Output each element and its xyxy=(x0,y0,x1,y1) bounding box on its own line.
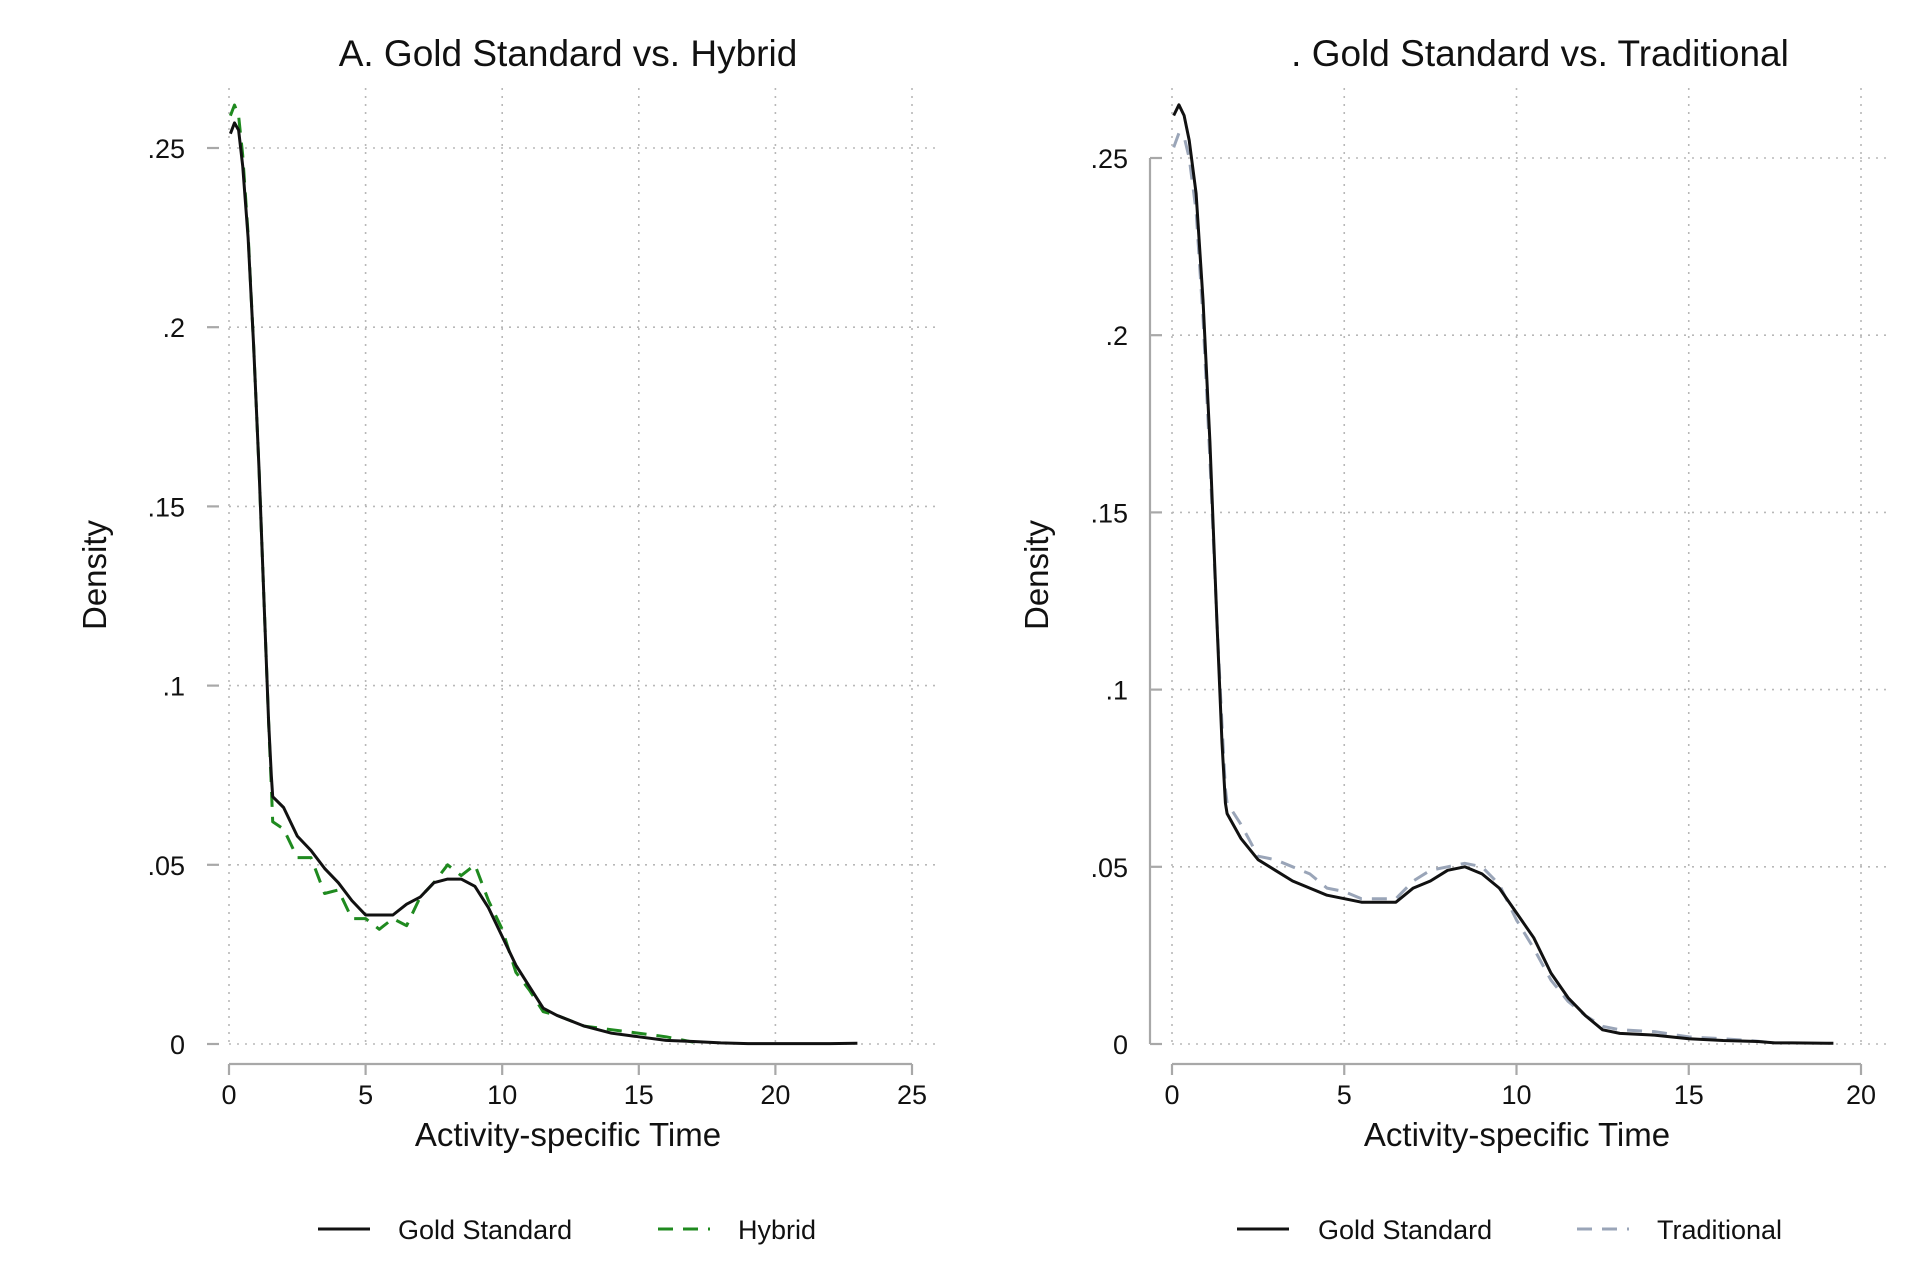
x-tick-label: 20 xyxy=(760,1080,790,1110)
chart-title: A. Gold Standard vs. Hybrid xyxy=(339,33,798,74)
y-tick-label: .25 xyxy=(1090,144,1128,174)
legend: Gold Standard Hybrid xyxy=(318,1215,816,1245)
x-axis-ticks: 0 5 10 15 20 xyxy=(1164,1064,1876,1110)
series-line-gold-standard xyxy=(228,121,858,1046)
gridlines xyxy=(228,88,940,1045)
x-tick-label: 25 xyxy=(897,1080,927,1110)
y-tick-label: .15 xyxy=(1090,498,1128,528)
x-tick-label: 0 xyxy=(1164,1080,1179,1110)
x-tick-label: 5 xyxy=(358,1080,373,1110)
y-tick-label: .2 xyxy=(162,313,185,343)
x-axis-title: Activity-specific Time xyxy=(415,1116,721,1153)
y-tick-label: 0 xyxy=(170,1030,185,1060)
series-line-hybrid xyxy=(228,103,694,1044)
x-tick-label: 10 xyxy=(487,1080,517,1110)
y-tick-label: .05 xyxy=(147,851,185,881)
panel-traditional: . Gold Standard vs. Traditional 0 5 10 15 20… xyxy=(1018,33,1890,1245)
panel-hybrid: A. Gold Standard vs. Hybrid 0 5 10 15 20 25 0… xyxy=(76,33,940,1245)
y-tick-label: .15 xyxy=(147,492,185,522)
x-tick-label: 20 xyxy=(1846,1080,1876,1110)
series-line-traditional xyxy=(1172,131,1776,1045)
y-tick-label: .1 xyxy=(162,672,185,702)
x-axis-ticks: 0 5 10 15 20 25 xyxy=(221,1064,927,1110)
y-axis-title: Density xyxy=(1018,519,1055,630)
x-tick-label: 0 xyxy=(221,1080,236,1110)
y-tick-label: .25 xyxy=(147,134,185,164)
x-tick-label: 10 xyxy=(1501,1080,1531,1110)
x-tick-label: 15 xyxy=(624,1080,654,1110)
gridlines xyxy=(1171,88,1890,1045)
legend: Gold Standard Traditional xyxy=(1237,1215,1782,1245)
series-layer xyxy=(228,103,858,1046)
series-line-gold-standard xyxy=(1172,103,1834,1045)
y-tick-label: .05 xyxy=(1090,853,1128,883)
x-axis-title: Activity-specific Time xyxy=(1364,1116,1670,1153)
legend-label-hybrid: Hybrid xyxy=(738,1215,816,1245)
y-tick-label: .2 xyxy=(1105,321,1128,351)
legend-label-gold-standard: Gold Standard xyxy=(398,1215,572,1245)
y-tick-label: 0 xyxy=(1113,1030,1128,1060)
y-tick-label: .1 xyxy=(1105,676,1128,706)
chart-title: . Gold Standard vs. Traditional xyxy=(1291,33,1789,74)
series-layer xyxy=(1172,103,1834,1045)
y-axis-ticks: 0 .05 .1 .15 .2 .25 xyxy=(1090,144,1162,1060)
y-axis-title: Density xyxy=(76,519,113,630)
x-tick-label: 5 xyxy=(1337,1080,1352,1110)
legend-label-gold-standard: Gold Standard xyxy=(1318,1215,1492,1245)
y-axis-ticks: 0 .05 .1 .15 .2 .25 xyxy=(147,134,219,1060)
x-tick-label: 15 xyxy=(1674,1080,1704,1110)
legend-label-traditional: Traditional xyxy=(1657,1215,1782,1245)
